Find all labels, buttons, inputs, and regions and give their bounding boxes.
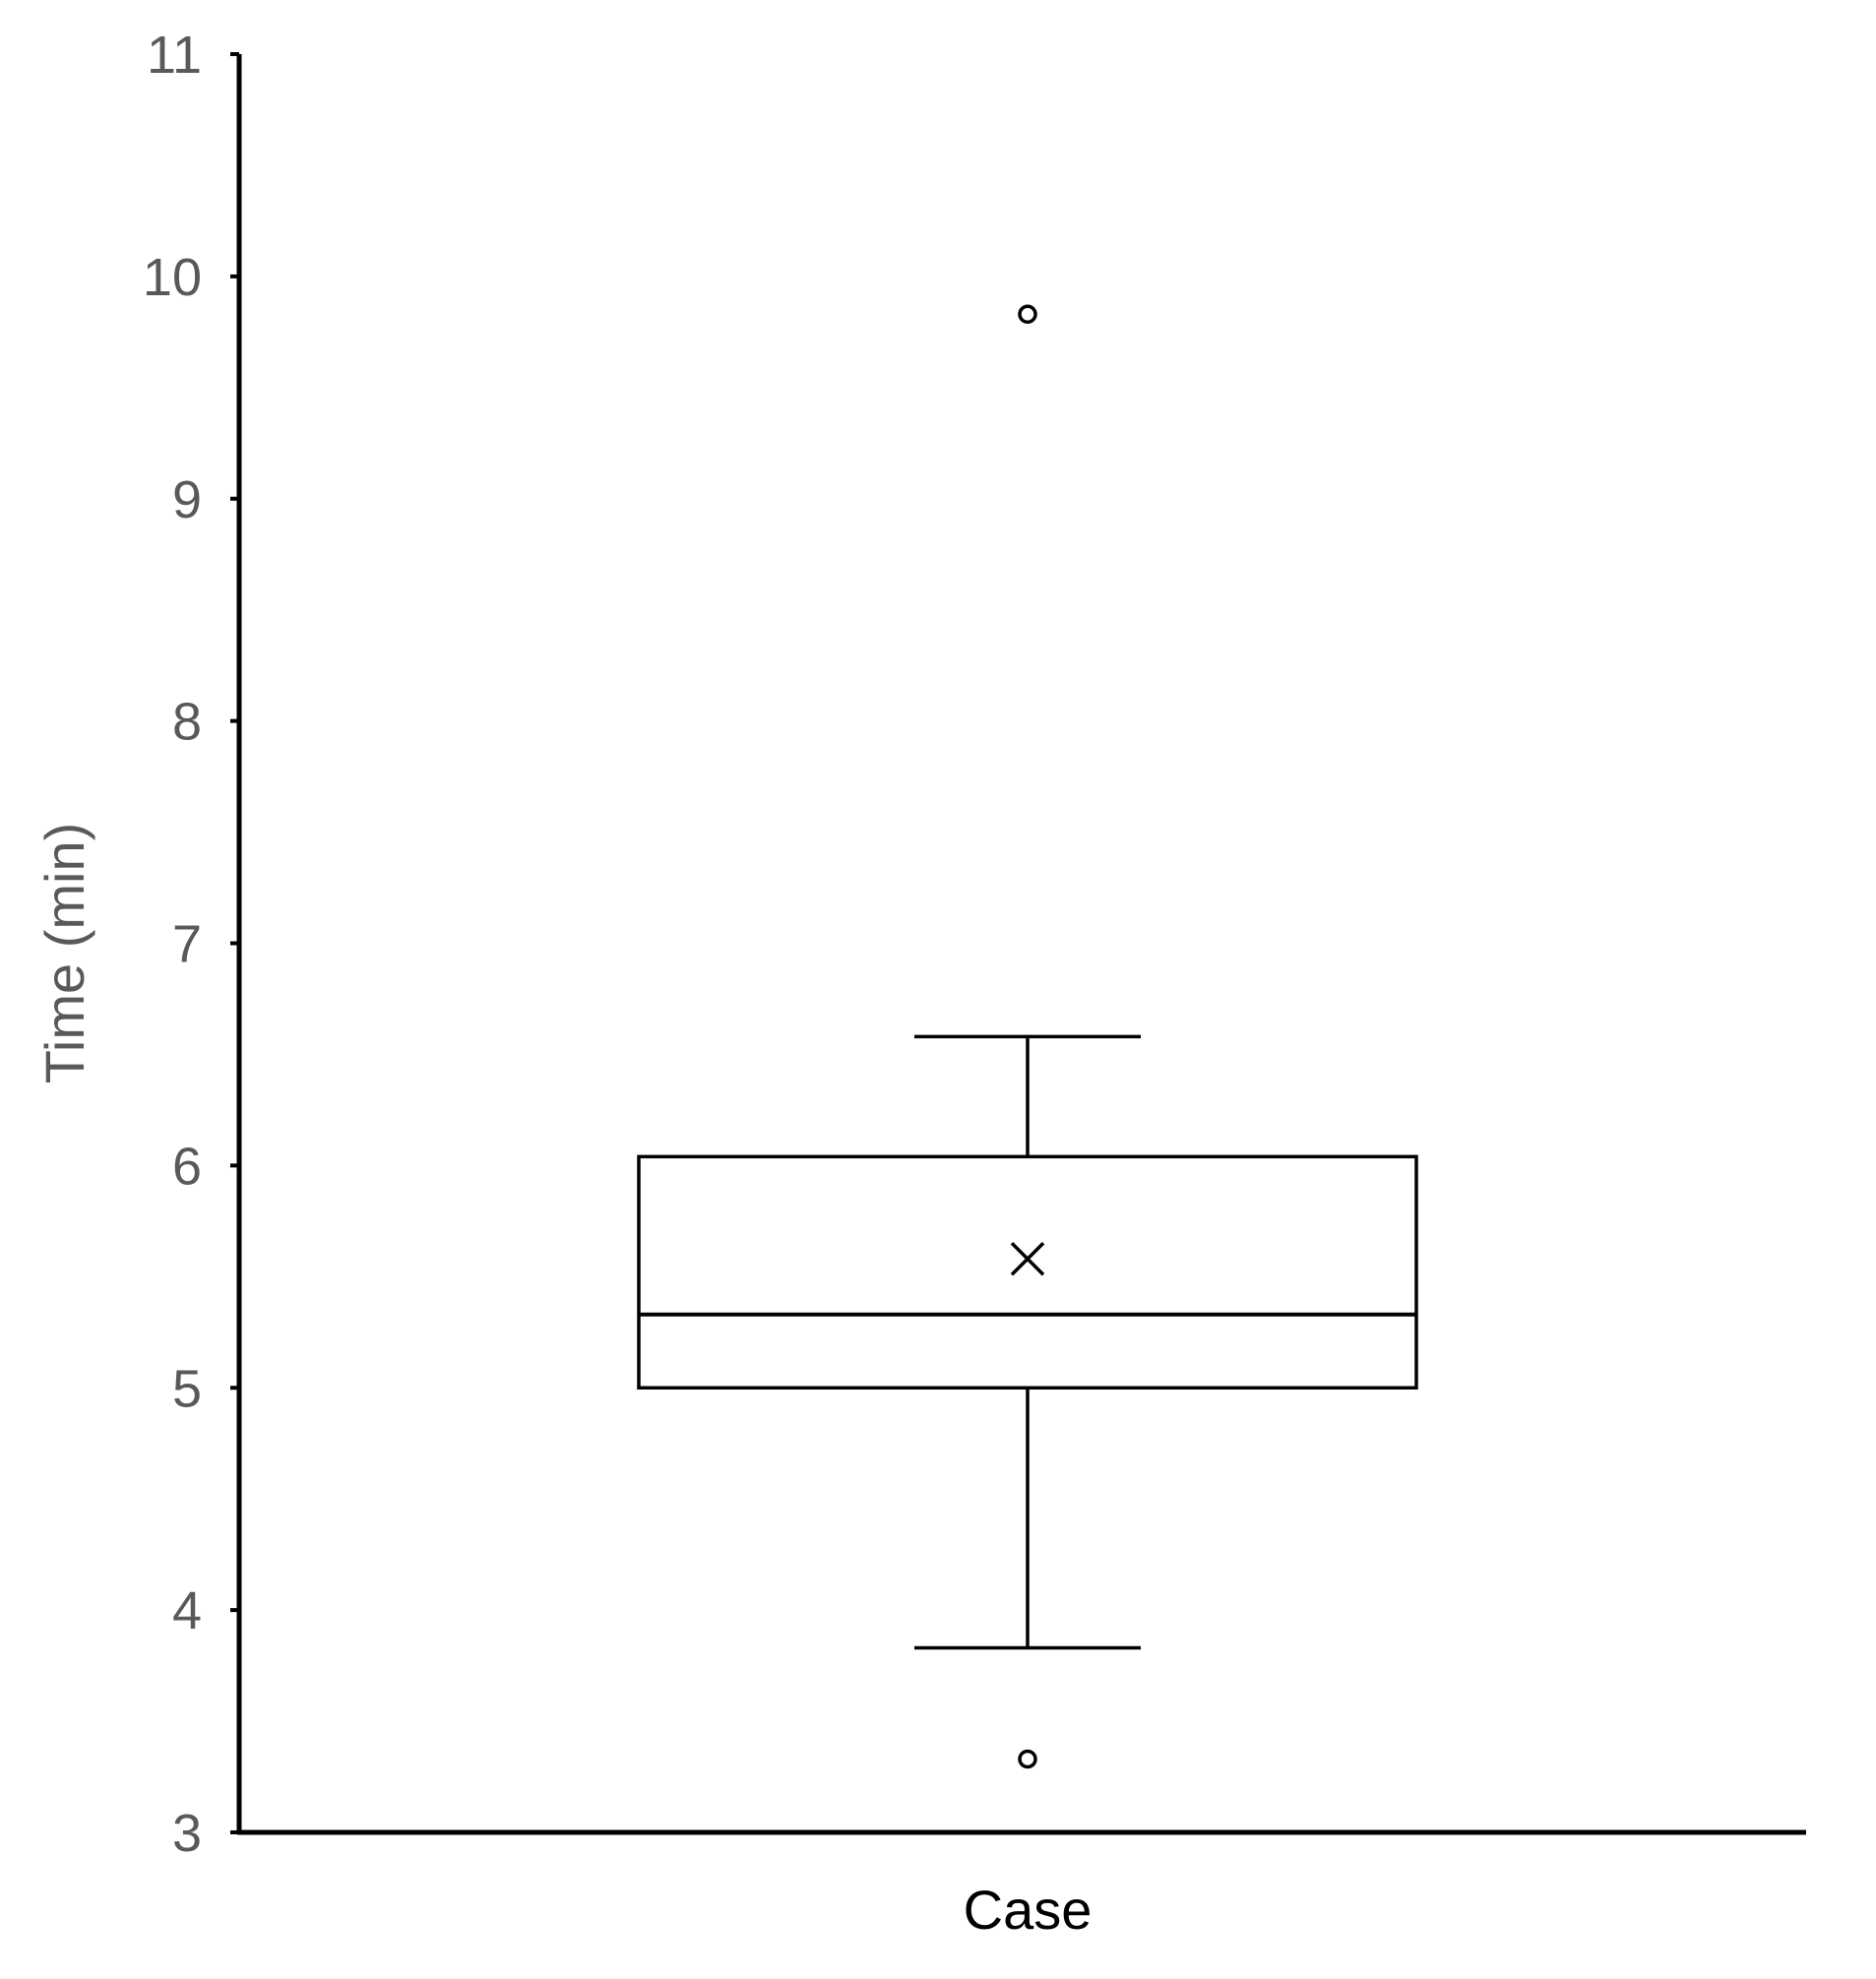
y-tick-label: 9 (172, 470, 202, 529)
y-tick-label: 6 (172, 1137, 202, 1196)
y-tick-label: 11 (147, 26, 202, 85)
outlier-point (1018, 304, 1037, 325)
mean-marker-stroke (1010, 1242, 1045, 1276)
y-tick-label: 8 (172, 693, 202, 752)
iqr-box (637, 1154, 1418, 1390)
y-tick-label: 10 (143, 248, 202, 307)
y-tick-label: 3 (172, 1804, 202, 1863)
outlier-point (1018, 1749, 1037, 1769)
y-tick-label: 4 (172, 1581, 202, 1640)
x-category-label: Case (964, 1879, 1093, 1941)
box-plot-marks: Case (637, 304, 1418, 1941)
mean-marker (1010, 1242, 1045, 1276)
y-axis-title: Time (min) (33, 823, 95, 1083)
y-axis-ticks: 3 4 5 6 7 8 9 10 11 (143, 26, 239, 1863)
y-tick-label: 7 (172, 915, 202, 974)
y-tick-label: 5 (172, 1359, 202, 1418)
